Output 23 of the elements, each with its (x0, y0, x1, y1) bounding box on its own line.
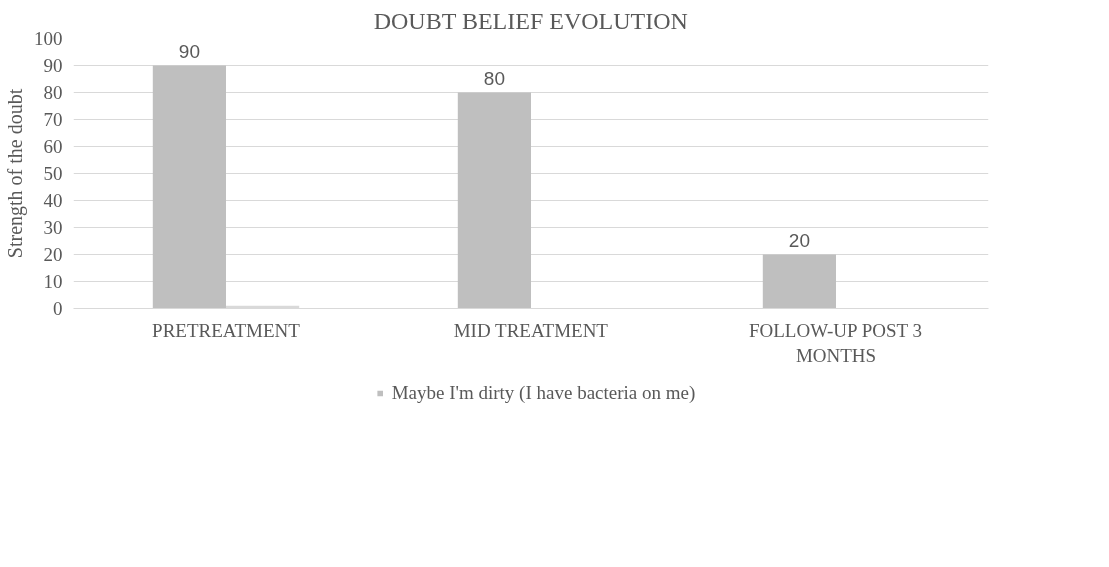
data-label: 20 (788, 229, 810, 251)
data-label: 80 (483, 67, 505, 89)
bar (152, 65, 226, 309)
y-tick-label: 90 (43, 55, 63, 76)
bar (762, 254, 836, 309)
bar (457, 92, 531, 309)
y-tick-label: 10 (43, 271, 63, 292)
y-tick-label: 50 (43, 163, 63, 184)
chart-title: DOUBT BELIEF EVOLUTION (373, 7, 688, 34)
y-tick-label: 100 (34, 28, 63, 49)
x-tick-label: PRETREATMENT (152, 319, 301, 341)
data-label: 90 (178, 40, 200, 62)
y-axis-title: Strength of the doubt (4, 88, 27, 259)
x-tick-label: FOLLOW-UP POST 3 MONTHS (748, 319, 923, 366)
y-tick-label: 20 (43, 244, 63, 265)
y-tick-label: 60 (43, 136, 63, 157)
y-tick-label: 30 (43, 217, 63, 238)
legend-label: Maybe I'm dirty (I have bacteria on me) (391, 382, 696, 404)
y-tick-label: 80 (43, 82, 63, 103)
y-tick-label: 0 (53, 298, 63, 319)
y-tick-label: 40 (43, 190, 63, 211)
x-tick-label: MID TREATMENT (453, 319, 609, 341)
y-tick-label: 70 (43, 109, 63, 130)
